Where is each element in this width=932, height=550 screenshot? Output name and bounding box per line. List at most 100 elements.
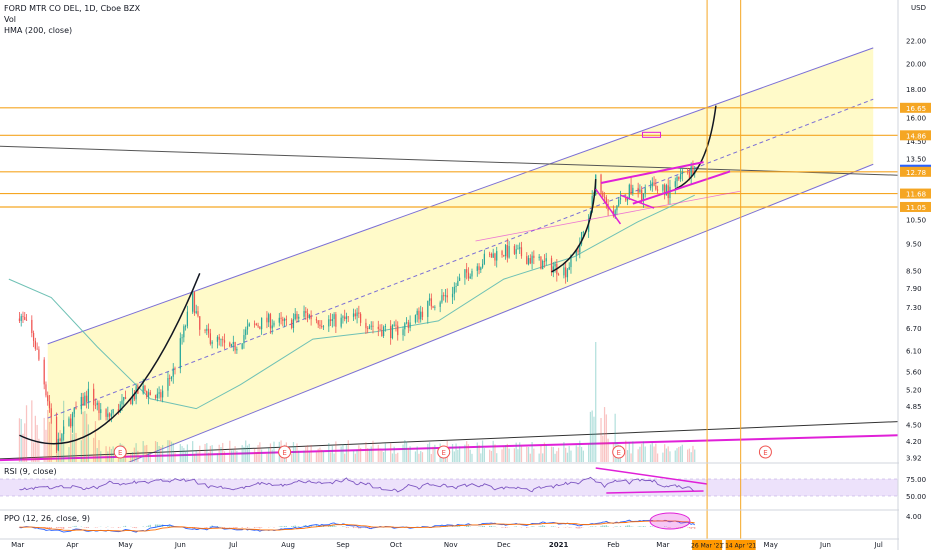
candle-body <box>22 316 24 318</box>
candle-body <box>395 324 397 326</box>
volume-bar <box>679 446 682 462</box>
candle-body <box>333 314 335 320</box>
candle-body <box>47 395 49 402</box>
candle-body <box>119 404 121 413</box>
candle-body <box>639 189 641 193</box>
volume-bar <box>223 451 226 462</box>
volume-bar <box>18 418 21 462</box>
volume-bar <box>687 449 689 462</box>
volume-bar <box>96 448 98 462</box>
volume-bar <box>494 444 496 462</box>
volume-bar <box>154 441 157 462</box>
volume-bar <box>538 453 540 462</box>
candle-body <box>457 280 459 286</box>
volume-bar <box>48 421 51 462</box>
candle-body <box>580 232 583 245</box>
ppo-histogram-bar <box>124 525 127 527</box>
ppo-histogram-bar <box>579 527 581 529</box>
ppo-histogram-bar <box>169 524 171 527</box>
candle-body <box>321 326 323 327</box>
price-tick-label: 7.30 <box>906 304 922 312</box>
candle-body <box>193 292 196 313</box>
candle-body <box>124 397 127 399</box>
candle-body <box>117 409 120 413</box>
candle-body <box>504 245 507 256</box>
candle-body <box>628 184 630 199</box>
volume-bar <box>317 448 319 462</box>
volume-bar <box>342 444 344 462</box>
candle-body <box>34 340 36 349</box>
candle-body <box>352 313 355 317</box>
candle-body <box>552 266 554 273</box>
volume-bar <box>674 450 676 462</box>
flag-line <box>595 188 622 225</box>
volume-bar <box>183 447 185 462</box>
ppo-histogram-bar <box>607 526 609 527</box>
ppo-histogram-bar <box>540 525 542 527</box>
candle-body <box>192 292 194 312</box>
ppo-histogram-bar <box>501 527 503 528</box>
volume-bar <box>174 452 176 462</box>
candle-body <box>489 253 491 255</box>
ppo-histogram-bar <box>616 526 618 527</box>
candle-body <box>384 326 386 328</box>
candle-body <box>542 261 544 270</box>
volume-bar <box>71 433 74 462</box>
ppo-histogram-bar <box>257 527 259 528</box>
ppo-histogram-bar <box>216 526 219 527</box>
candle-body <box>317 320 319 325</box>
price-tick-label: 22.00 <box>906 37 926 45</box>
ppo-histogram-bar <box>142 526 144 527</box>
volume-bar <box>31 400 33 462</box>
arc-right <box>674 105 717 190</box>
ppo-histogram-bar <box>322 526 325 527</box>
volume-bar <box>575 445 577 462</box>
candle-body <box>430 298 432 307</box>
ppo-histogram-bar <box>526 527 528 528</box>
ppo-histogram-bar <box>531 526 533 527</box>
candle-body <box>61 434 63 441</box>
candle-body <box>674 181 676 187</box>
price-tick-label: 14.50 <box>906 138 926 146</box>
ppo-pane[interactable] <box>18 512 696 533</box>
volume-bar <box>259 442 261 462</box>
volume-bar <box>24 423 26 462</box>
candle-body <box>625 197 627 201</box>
ppo-histogram-bar <box>209 526 211 527</box>
ppo-histogram-bar <box>591 526 593 527</box>
ppo-histogram-bar <box>628 525 630 527</box>
candle-body <box>59 438 61 441</box>
rsi-pane[interactable] <box>0 467 898 497</box>
ppo-histogram-bar <box>602 525 604 527</box>
candle-body <box>36 348 38 350</box>
earnings-marker-label: E <box>282 449 286 457</box>
candle-body <box>278 317 280 323</box>
volume-bar <box>630 453 632 462</box>
volume-bar <box>694 449 696 462</box>
volume-bar <box>395 453 397 462</box>
volume-bar <box>38 438 40 462</box>
volume-bar <box>628 442 630 462</box>
volume-bar <box>107 451 109 462</box>
candle-body <box>246 326 249 330</box>
volume-bar <box>414 451 417 462</box>
volume-bar <box>261 449 263 462</box>
volume-bar <box>427 443 429 462</box>
volume-bar <box>451 444 454 462</box>
volume-bar <box>333 453 335 462</box>
volume-bar <box>600 417 602 462</box>
ppo-histogram-bar <box>458 526 461 527</box>
volume-bar <box>22 433 24 462</box>
volume-bar <box>359 447 362 462</box>
ppo-histogram-bar <box>117 527 120 528</box>
candle-body <box>368 326 371 329</box>
price-tick-label: 6.10 <box>906 348 922 356</box>
rsi-line <box>19 476 695 493</box>
time-tick-label: Apr <box>66 541 78 549</box>
candle-body <box>455 285 457 287</box>
date-badge-label: 14 Apr '21 <box>725 543 756 550</box>
candle-body <box>545 258 547 262</box>
level-badge-label: 12.78 <box>906 169 926 177</box>
